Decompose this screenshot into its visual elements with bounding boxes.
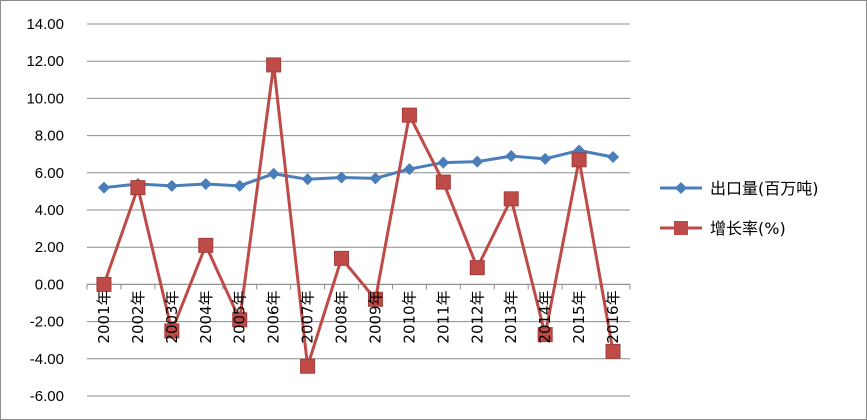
data-point — [233, 179, 246, 192]
data-point — [437, 156, 450, 169]
x-axis-category-labels: 2001年 2002年 2003年 2004年 2005年 2006年 2007年 2008年… — [95, 290, 622, 343]
y-tick-label: 10.00 — [26, 90, 64, 107]
legend-item: 增长率(%) — [660, 219, 786, 238]
data-point — [301, 173, 314, 186]
data-point — [435, 174, 451, 190]
x-category-label: 2012年 — [468, 290, 486, 343]
x-category-label: 2014年 — [536, 290, 554, 343]
y-axis-tick-labels: -6.00 -4.00 -2.00 0.00 2.00 4.00 6.00 8.00 10.00… — [26, 16, 64, 405]
data-point — [469, 260, 485, 276]
data-point — [607, 150, 620, 163]
y-tick-label: 2.00 — [35, 239, 64, 256]
data-point — [266, 57, 282, 73]
data-point — [369, 172, 382, 185]
legend-label: 增长率(%) — [710, 219, 786, 238]
x-category-label: 2009年 — [366, 290, 384, 343]
data-point — [97, 181, 110, 194]
series-1 — [97, 144, 620, 194]
data-point — [401, 107, 417, 123]
legend-marker — [675, 182, 687, 194]
x-category-label: 2006年 — [265, 290, 283, 343]
y-tick-label: 12.00 — [26, 53, 64, 70]
data-point — [571, 152, 587, 168]
y-tick-label: 6.00 — [35, 165, 64, 182]
y-tick-label: 0.00 — [35, 276, 64, 293]
data-point — [96, 276, 112, 292]
x-category-label: 2004年 — [197, 290, 215, 343]
x-category-label: 2001年 — [95, 290, 113, 343]
legend-item: 出口量(百万吨) — [660, 179, 819, 198]
y-tick-label: 14.00 — [26, 16, 64, 33]
data-point — [537, 327, 553, 343]
x-category-label: 2015年 — [570, 290, 588, 343]
data-point — [605, 343, 621, 359]
data-point — [165, 179, 178, 192]
y-tick-label: -2.00 — [30, 314, 64, 331]
data-point — [198, 237, 214, 253]
data-point — [471, 155, 484, 168]
legend: 出口量(百万吨) 增长率(%) — [660, 179, 819, 238]
data-point — [267, 167, 280, 180]
data-point — [130, 180, 146, 196]
gridlines — [87, 23, 630, 397]
x-category-label: 2016年 — [604, 290, 622, 343]
y-tick-label: -6.00 — [30, 388, 64, 405]
data-point — [232, 312, 248, 328]
x-category-label: 2011年 — [434, 290, 452, 343]
x-category-label: 2010年 — [400, 290, 418, 343]
legend-marker — [674, 221, 688, 235]
data-point — [164, 323, 180, 339]
series-layer — [96, 57, 621, 374]
x-category-label: 2003年 — [163, 290, 181, 343]
y-tick-label: 8.00 — [35, 128, 64, 145]
x-category-label: 2008年 — [333, 290, 351, 343]
data-point — [300, 358, 316, 374]
data-point — [539, 152, 552, 165]
legend-label: 出口量(百万吨) — [710, 179, 819, 198]
data-point — [334, 250, 350, 266]
data-point — [335, 171, 348, 184]
x-category-label: 2013年 — [502, 290, 520, 343]
y-tick-label: -4.00 — [30, 351, 64, 368]
y-tick-label: 4.00 — [35, 202, 64, 219]
data-point — [505, 150, 518, 163]
data-point — [503, 191, 519, 207]
series-2 — [96, 57, 621, 374]
series-line — [103, 148, 614, 190]
data-point — [403, 163, 416, 176]
x-category-label: 2005年 — [231, 290, 249, 343]
x-axis — [86, 283, 631, 290]
x-category-label: 2007年 — [299, 290, 317, 343]
data-point — [367, 291, 383, 307]
series-line — [102, 63, 615, 368]
x-category-label: 2002年 — [129, 290, 147, 343]
data-point — [199, 177, 212, 190]
